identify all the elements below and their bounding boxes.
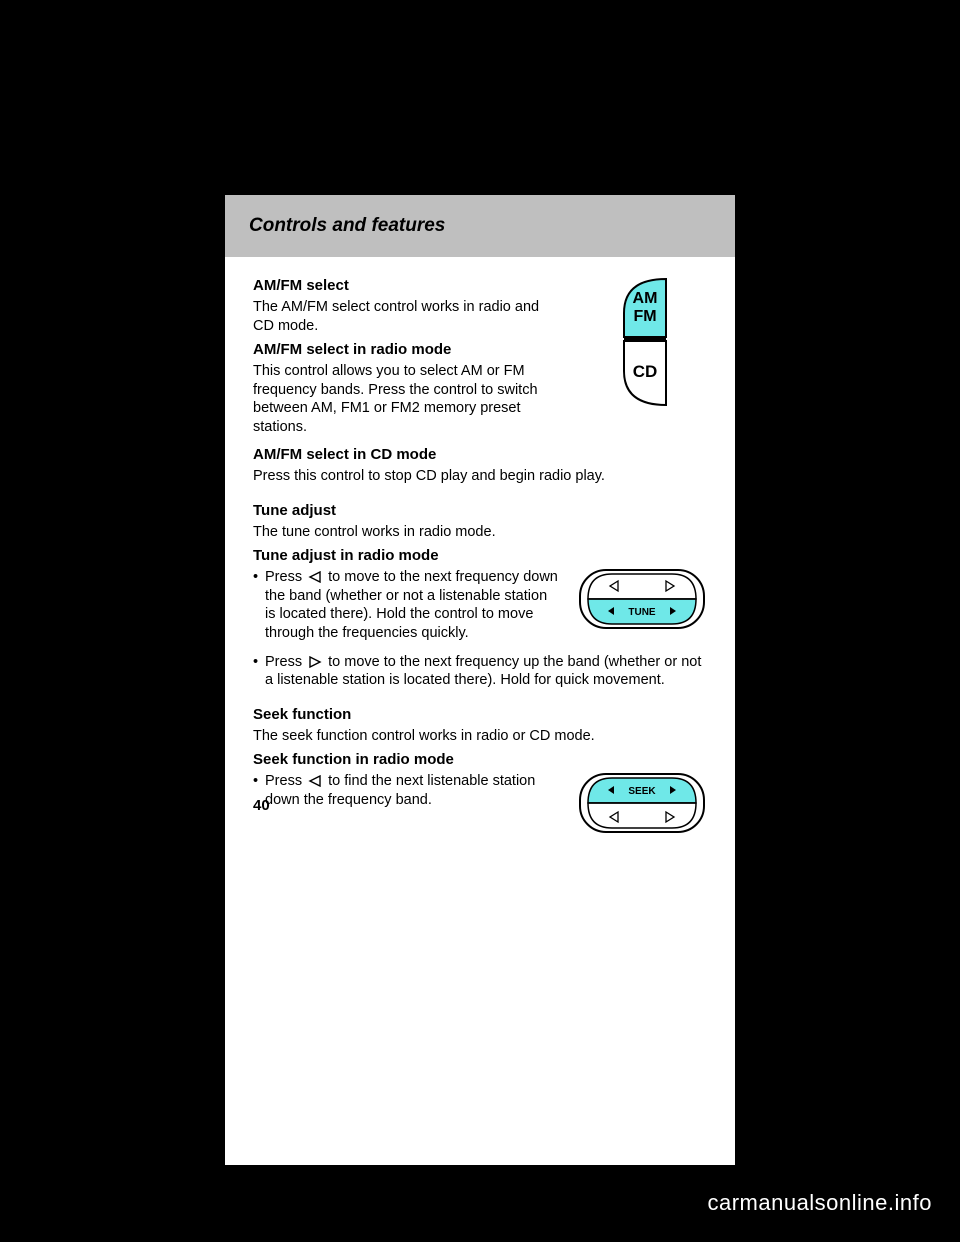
amfm-cd-p: Press this control to stop CD play and b… bbox=[253, 467, 707, 486]
tune-bullet-1: • Press to move to the next frequency do… bbox=[253, 568, 559, 642]
section-header: Controls and features bbox=[225, 195, 735, 257]
bullet-dot: • bbox=[253, 653, 265, 690]
bullet-pre: Press bbox=[265, 654, 302, 670]
page-number: 40 bbox=[253, 797, 270, 814]
tune-title: Tune adjust bbox=[253, 502, 707, 519]
bullet-pre: Press bbox=[265, 773, 302, 789]
amfm-radio-title: AM/FM select in radio mode bbox=[253, 341, 559, 358]
seek-row: • Press to find the next listenable stat… bbox=[253, 772, 707, 834]
tune-bullet-2-text: Press to move to the next frequency up t… bbox=[265, 653, 707, 690]
seek-title: Seek function bbox=[253, 706, 707, 723]
header-title: Controls and features bbox=[249, 215, 445, 237]
tune-label: TUNE bbox=[628, 607, 656, 618]
page-content: AM/FM select The AM/FM select control wo… bbox=[225, 257, 735, 834]
amfm-cd-button-icon: AM FM CD bbox=[606, 277, 678, 409]
tune-figure: TUNE bbox=[577, 568, 707, 630]
seek-figure: SEEK bbox=[577, 772, 707, 834]
manual-page: Controls and features AM/FM select The A… bbox=[225, 195, 735, 1165]
amfm-radio-p: This control allows you to select AM or … bbox=[253, 362, 559, 436]
cd-label: CD bbox=[633, 362, 658, 381]
spacer bbox=[253, 492, 707, 502]
am-label: AM bbox=[633, 290, 658, 307]
amfm-text-col: AM/FM select The AM/FM select control wo… bbox=[253, 277, 559, 442]
bullet-dot: • bbox=[253, 568, 265, 642]
spacer bbox=[253, 696, 707, 706]
bullet-pre: Press bbox=[265, 569, 302, 585]
tune-bullet-2: • Press to move to the next frequency up… bbox=[253, 653, 707, 690]
tune-button-icon: TUNE bbox=[578, 568, 706, 630]
amfm-title: AM/FM select bbox=[253, 277, 559, 294]
seek-text-col: • Press to find the next listenable stat… bbox=[253, 772, 559, 815]
seek-radio-title: Seek function in radio mode bbox=[253, 751, 707, 768]
tune-radio-title: Tune adjust in radio mode bbox=[253, 547, 707, 564]
triangle-left-icon bbox=[308, 775, 322, 787]
tune-row: • Press to move to the next frequency do… bbox=[253, 568, 707, 648]
triangle-right-icon bbox=[308, 656, 322, 668]
seek-button-icon: SEEK bbox=[578, 772, 706, 834]
bullet-post: to find the next listenable station down… bbox=[265, 773, 535, 808]
tune-intro: The tune control works in radio mode. bbox=[253, 523, 707, 542]
fm-label: FM bbox=[633, 308, 656, 325]
seek-bullet-1: • Press to find the next listenable stat… bbox=[253, 772, 559, 809]
triangle-left-icon bbox=[308, 571, 322, 583]
amfm-cd-title: AM/FM select in CD mode bbox=[253, 446, 707, 463]
seek-label: SEEK bbox=[628, 786, 656, 797]
seek-bullet-1-text: Press to find the next listenable statio… bbox=[265, 772, 559, 809]
seek-intro: The seek function control works in radio… bbox=[253, 727, 707, 746]
watermark-text: carmanualsonline.info bbox=[707, 1190, 932, 1216]
amfm-figure: AM FM CD bbox=[577, 277, 707, 409]
amfm-section: AM/FM select The AM/FM select control wo… bbox=[253, 277, 707, 442]
tune-text-col: • Press to move to the next frequency do… bbox=[253, 568, 559, 648]
tune-bullet-1-text: Press to move to the next frequency down… bbox=[265, 568, 559, 642]
amfm-p1: The AM/FM select control works in radio … bbox=[253, 298, 559, 335]
bullet-post: to move to the next frequency up the ban… bbox=[265, 654, 701, 689]
